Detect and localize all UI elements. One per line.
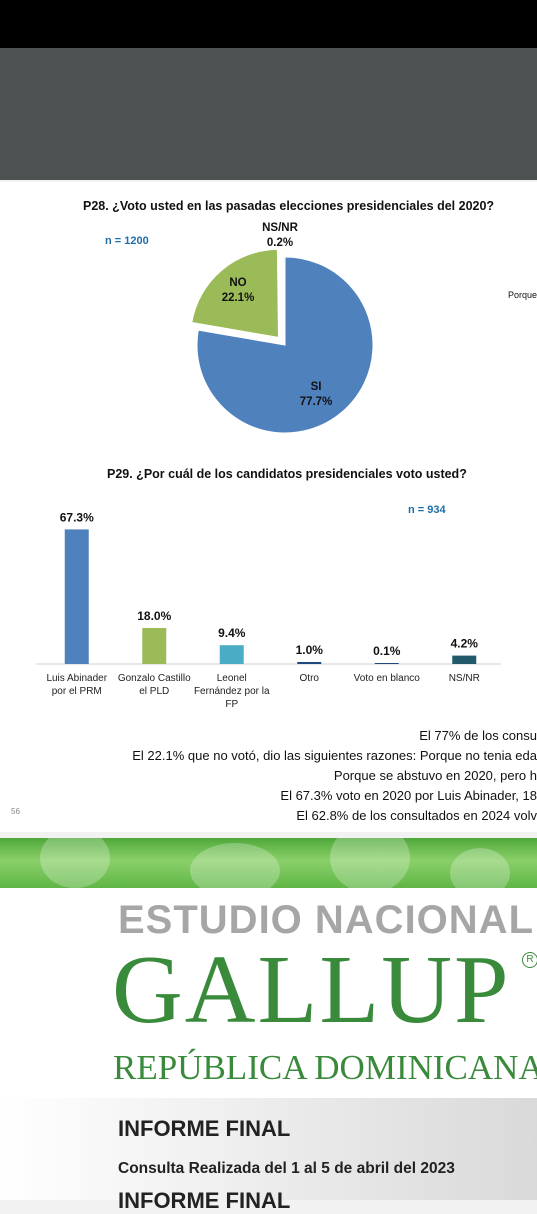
cover-informe-final: INFORME FINAL xyxy=(118,1116,291,1141)
bar-value-label-4: 0.1% xyxy=(373,644,401,658)
cover-gray-band xyxy=(0,1098,537,1200)
bar-value-label-3: 1.0% xyxy=(296,643,324,657)
pie-label-nsnr-value: 0.2% xyxy=(266,237,294,249)
registered-mark-icon: R xyxy=(522,952,537,968)
pie-slice-si xyxy=(196,256,374,434)
bar-category-label-5: NS/NR xyxy=(449,673,480,684)
p29-bar-chart: 67.3% Luis Abinader por el PRM 18.0% Gonzalo… xyxy=(36,510,501,710)
bar-group: 67.3% Luis Abinader por el PRM 18.0% Gonzalo… xyxy=(46,510,479,710)
bar-0 xyxy=(64,529,89,664)
cover-republica-dominicana: REPÚBLICA DOMINICANA xyxy=(113,1048,537,1087)
p29-title: P29. ¿Por cuál de los candidatos preside… xyxy=(107,467,467,481)
note-line-2: El 22.1% que no votó, dio las siguientes… xyxy=(132,748,537,763)
bar-value-label-0: 67.3% xyxy=(60,510,94,524)
p28-sample-size: n = 1200 xyxy=(105,235,149,247)
bar-3 xyxy=(297,662,322,664)
note-line-1: El 77% de los consu xyxy=(419,728,537,743)
p28-pie-chart xyxy=(191,248,374,434)
dark-header-band xyxy=(0,48,537,180)
pie-slice-nsnr xyxy=(283,256,286,346)
bar-1 xyxy=(142,628,167,664)
bar-value-label-2: 9.4% xyxy=(218,626,246,640)
top-black-bar xyxy=(0,0,537,48)
green-bokeh-band xyxy=(0,838,537,888)
survey-slide: P28. ¿Voto usted en las pasadas eleccion… xyxy=(0,182,537,832)
p28-side-text: Porque xyxy=(508,290,537,300)
note-line-3: Porque se abstuvo en 2020, pero h xyxy=(333,768,537,783)
pie-label-no-name: NO xyxy=(229,277,247,289)
bar-category-label-4: Voto en blanco xyxy=(354,673,421,684)
gallup-logo: GALLUP xyxy=(112,936,511,1044)
bar-value-label-5: 4.2% xyxy=(451,637,479,651)
page-number: 56 xyxy=(11,807,20,816)
p29-sample-size: n = 934 xyxy=(408,504,446,516)
bar-2 xyxy=(219,645,244,664)
bar-category-label-1: Gonzalo Castillo el PLD xyxy=(118,673,191,697)
bar-4 xyxy=(374,663,399,664)
pie-label-no: NO 22.1% xyxy=(208,276,268,306)
pie-label-nsnr-name: NS/NR xyxy=(262,222,298,234)
bar-category-label-2: Leonel Fernández por la FP xyxy=(194,673,270,710)
bar-category-label-3: Otro xyxy=(300,673,320,684)
note-line-4: El 67.3% voto en 2020 por Luis Abinader,… xyxy=(280,788,537,803)
notes-block: El 77% de los consu El 22.1% que no votó… xyxy=(132,726,537,826)
note-line-5: El 62.8% de los consultados en 2024 volv xyxy=(296,808,537,823)
bar-5 xyxy=(452,655,477,664)
pie-label-si-value: 77.7% xyxy=(299,396,333,408)
cover-consulta-dates: Consulta Realizada del 1 al 5 de abril d… xyxy=(118,1160,455,1177)
bar-value-label-1: 18.0% xyxy=(137,609,171,623)
pie-label-nsnr: NS/NR 0.2% xyxy=(240,221,320,251)
pie-label-si-name: SI xyxy=(310,381,322,393)
pie-label-no-value: 22.1% xyxy=(221,292,255,304)
cover-estudio-nacional: ESTUDIO NACIONAL xyxy=(118,898,534,942)
p28-title: P28. ¿Voto usted en las pasadas eleccion… xyxy=(83,199,495,213)
cover-informe-final-repeat: INFORME FINAL xyxy=(118,1188,291,1213)
bar-category-label-0: Luis Abinader por el PRM xyxy=(46,673,107,697)
pie-slice-no xyxy=(191,248,280,338)
pie-label-si: SI 77.7% xyxy=(286,380,346,410)
